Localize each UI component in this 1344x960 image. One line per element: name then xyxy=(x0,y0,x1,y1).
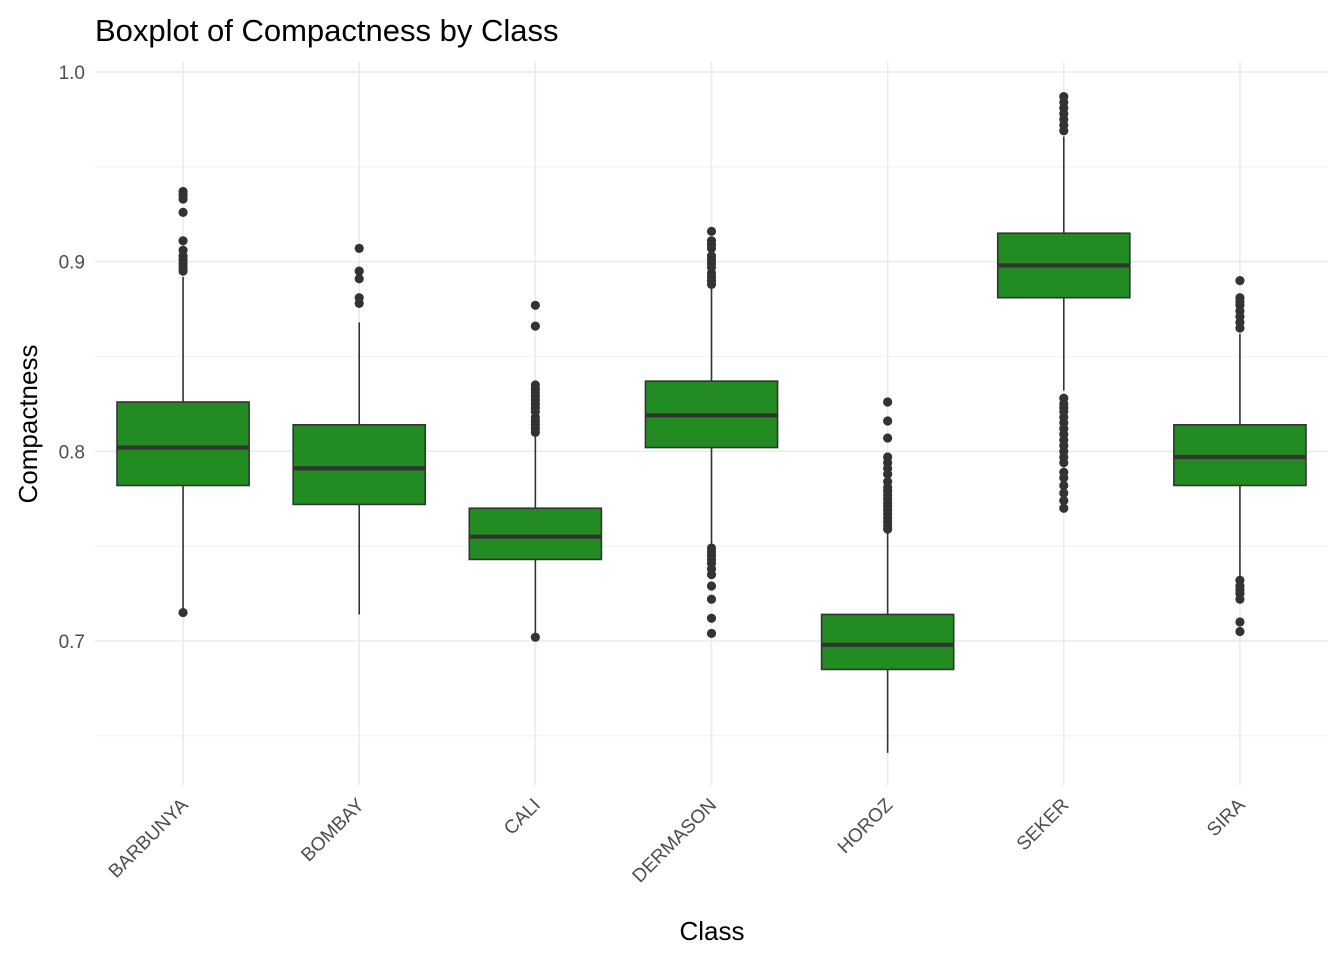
outlier-point xyxy=(706,613,717,623)
box-dermason xyxy=(644,226,779,639)
outlier-point xyxy=(883,524,893,534)
outlier-point xyxy=(706,570,717,580)
outlier-point xyxy=(178,266,188,276)
outlier-point xyxy=(530,321,540,331)
box-seker xyxy=(996,92,1131,513)
outlier-point xyxy=(706,226,717,236)
outlier-point xyxy=(1059,480,1069,491)
x-tick-label: BOMBAY xyxy=(297,794,369,866)
outlier-point xyxy=(883,416,893,426)
outlier-point xyxy=(883,469,893,479)
iqr-box xyxy=(292,423,427,506)
outlier-point xyxy=(1235,626,1245,637)
outlier-point xyxy=(354,274,364,284)
x-tick-label: BARBUNYA xyxy=(105,794,193,882)
outlier-point xyxy=(1235,323,1245,333)
outlier-point xyxy=(706,243,717,253)
outlier-point xyxy=(1235,617,1245,627)
y-axis-ticks: 0.7 0.8 0.9 1.0 xyxy=(59,63,85,653)
chart-title: Boxplot of Compactness by Class xyxy=(95,13,559,48)
x-tick-label: SEKER xyxy=(1013,795,1073,855)
y-tick-label: 0.8 xyxy=(59,442,85,463)
outlier-point xyxy=(178,194,188,204)
outlier-point xyxy=(706,581,717,591)
box-sira xyxy=(1173,276,1307,637)
box-cali xyxy=(468,300,603,642)
outlier-point xyxy=(530,300,540,310)
outlier-point xyxy=(706,279,717,290)
outlier-point xyxy=(1235,276,1245,286)
outlier-point xyxy=(883,397,893,407)
iqr-box xyxy=(116,401,250,487)
outlier-point xyxy=(1059,503,1069,513)
y-tick-label: 0.7 xyxy=(59,632,85,653)
outlier-point xyxy=(178,207,188,217)
box-bombay xyxy=(292,243,427,615)
outlier-point xyxy=(1059,488,1069,498)
outlier-point xyxy=(354,298,364,308)
outlier-point xyxy=(178,236,188,246)
outlier-point xyxy=(1059,496,1069,506)
outlier-point xyxy=(1235,594,1245,604)
outlier-point xyxy=(883,433,893,443)
x-axis-title: Class xyxy=(679,916,744,946)
outlier-point xyxy=(354,243,364,253)
outlier-point xyxy=(178,607,188,618)
outlier-point xyxy=(354,266,364,276)
outlier-point xyxy=(706,594,717,604)
outlier-point xyxy=(1059,126,1069,136)
y-tick-label: 0.9 xyxy=(59,253,85,274)
box-barbunya xyxy=(116,186,250,618)
box-horoz xyxy=(820,397,955,753)
y-tick-label: 1.0 xyxy=(59,63,85,84)
x-tick-label: SIRA xyxy=(1203,794,1249,840)
x-tick-label: DERMASON xyxy=(629,795,721,887)
outlier-point xyxy=(530,632,540,642)
outlier-point xyxy=(530,427,540,437)
x-axis-ticks: BARBUNYA BOMBAY CALI DERMASON HOROZ SEKER SIRA xyxy=(105,794,1250,887)
iqr-box xyxy=(820,613,955,671)
iqr-box xyxy=(468,507,603,561)
x-tick-label: HOROZ xyxy=(834,794,898,858)
outlier-point xyxy=(1059,458,1069,468)
y-axis-title: Compactness xyxy=(13,345,43,504)
x-tick-label: CALI xyxy=(500,795,545,840)
plot-area xyxy=(116,92,1307,753)
outlier-point xyxy=(706,628,717,639)
outlier-point xyxy=(1059,473,1069,483)
